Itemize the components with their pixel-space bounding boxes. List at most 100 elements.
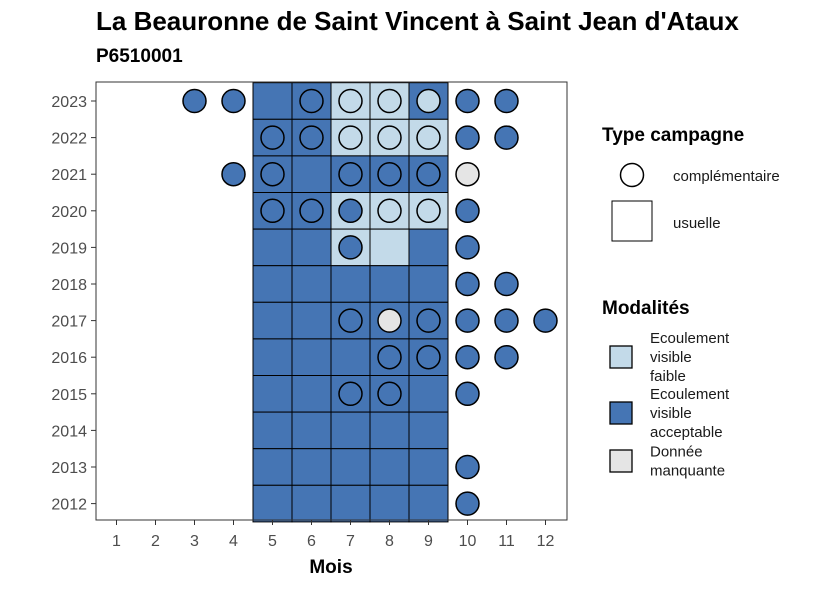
tile-usuelle-2019-5 xyxy=(252,228,293,267)
point-complementaire-2018-11 xyxy=(494,271,519,297)
point-complementaire-2022-6 xyxy=(299,125,324,150)
tile-usuelle-2015-5 xyxy=(252,375,293,413)
point-complementaire-2020-6 xyxy=(299,198,324,224)
tile-usuelle-2016-5 xyxy=(252,338,293,376)
point-complementaire-2023-3 xyxy=(182,88,207,114)
point-complementaire-2015-7 xyxy=(338,381,363,407)
point-complementaire-2022-7 xyxy=(338,125,363,150)
point-complementaire-2023-6 xyxy=(299,88,324,114)
point-complementaire-2021-8 xyxy=(377,161,402,187)
point-complementaire-2017-8 xyxy=(377,308,402,333)
tiles-layer xyxy=(252,82,449,523)
x-axis: 1 2 3 4 5 6 7 8 9 10 11 12 xyxy=(112,520,555,550)
point-complementaire-2016-10 xyxy=(455,344,480,370)
tile-usuelle-2014-9 xyxy=(408,411,449,450)
x-tick-label-6: 6 xyxy=(307,533,316,550)
x-tick-label-7: 7 xyxy=(346,533,355,550)
point-complementaire-2012-10 xyxy=(455,491,480,516)
point-complementaire-2023-9 xyxy=(416,88,441,114)
point-complementaire-2017-11 xyxy=(494,308,519,333)
y-tick-label-2018: 2018 xyxy=(51,277,87,294)
tile-usuelle-2013-5 xyxy=(252,448,293,486)
point-complementaire-2023-8 xyxy=(377,88,402,114)
chart-subtitle: P6510001 xyxy=(96,46,183,67)
tile-usuelle-2023-5 xyxy=(252,82,293,120)
x-axis-title: Mois xyxy=(309,557,352,578)
point-complementaire-2022-11 xyxy=(494,125,519,150)
tile-usuelle-2012-5 xyxy=(252,484,293,523)
legend-label-complementaire: complémentaire xyxy=(673,168,780,185)
point-complementaire-2020-7 xyxy=(338,198,363,224)
point-complementaire-2019-7 xyxy=(338,235,363,260)
legend-label-faible: Ecoulement visible faible xyxy=(650,330,730,385)
tile-usuelle-2012-8 xyxy=(369,484,410,523)
legend-label-usuelle: usuelle xyxy=(673,215,721,232)
tile-usuelle-2018-8 xyxy=(369,265,410,303)
x-tick-label-2: 2 xyxy=(151,533,160,550)
point-complementaire-2022-5 xyxy=(260,125,285,150)
point-complementaire-2021-4 xyxy=(221,161,246,187)
y-tick-label-2013: 2013 xyxy=(51,460,87,477)
point-complementaire-2016-8 xyxy=(377,344,402,370)
point-complementaire-2022-10 xyxy=(455,125,480,150)
x-tick-label-3: 3 xyxy=(190,533,199,550)
chart-title: La Beauronne de Saint Vincent à Saint Je… xyxy=(96,6,739,36)
y-tick-label-2022: 2022 xyxy=(51,131,87,148)
point-complementaire-2019-10 xyxy=(455,235,480,260)
x-tick-label-12: 12 xyxy=(537,533,555,550)
point-complementaire-2023-4 xyxy=(221,88,246,114)
y-tick-label-2019: 2019 xyxy=(51,240,87,257)
point-complementaire-2020-10 xyxy=(455,198,480,224)
tile-usuelle-2018-5 xyxy=(252,265,293,303)
tile-usuelle-2015-9 xyxy=(408,375,449,413)
x-tick-label-4: 4 xyxy=(229,533,238,550)
tile-usuelle-2017-5 xyxy=(252,301,293,340)
tile-usuelle-2015-6 xyxy=(291,375,332,413)
legend: Type campagne complémentaire usuelle Modali… xyxy=(602,125,780,480)
legend-key-faible xyxy=(609,345,633,369)
legend-label-manquante: Donnée manquante xyxy=(650,444,725,480)
legend-key-acceptable xyxy=(609,401,633,425)
legend-label-acceptable: Ecoulement visible acceptable xyxy=(650,386,730,441)
x-tick-label-5: 5 xyxy=(268,533,277,550)
tile-usuelle-2014-5 xyxy=(252,411,293,450)
tile-usuelle-2018-7 xyxy=(330,265,371,303)
legend-key-usuelle xyxy=(611,200,653,242)
y-tick-label-2012: 2012 xyxy=(51,497,87,514)
point-complementaire-2015-8 xyxy=(377,381,402,407)
point-complementaire-2017-10 xyxy=(455,308,480,333)
point-complementaire-2023-7 xyxy=(338,88,363,114)
point-complementaire-2023-11 xyxy=(494,88,519,114)
y-tick-label-2023: 2023 xyxy=(51,94,87,111)
tile-usuelle-2012-6 xyxy=(291,484,332,523)
point-complementaire-2017-7 xyxy=(338,308,363,333)
legend-title-modalites: Modalités xyxy=(602,298,690,319)
tile-usuelle-2017-6 xyxy=(291,301,332,340)
tile-usuelle-2013-8 xyxy=(369,448,410,486)
point-complementaire-2021-7 xyxy=(338,161,363,187)
point-complementaire-2016-11 xyxy=(494,344,519,370)
tile-usuelle-2018-9 xyxy=(408,265,449,303)
points-layer xyxy=(182,88,558,516)
tile-usuelle-2016-6 xyxy=(291,338,332,376)
tile-usuelle-2014-6 xyxy=(291,411,332,450)
tile-usuelle-2013-9 xyxy=(408,448,449,486)
tile-usuelle-2016-7 xyxy=(330,338,371,376)
panel-border xyxy=(95,81,568,521)
tile-usuelle-2021-6 xyxy=(291,155,332,193)
y-tick-label-2020: 2020 xyxy=(51,204,87,221)
point-complementaire-2021-10 xyxy=(455,161,480,187)
point-complementaire-2020-5 xyxy=(260,198,285,224)
tile-usuelle-2014-8 xyxy=(369,411,410,450)
y-tick-label-2016: 2016 xyxy=(51,350,87,367)
tile-usuelle-2019-9 xyxy=(408,228,449,267)
x-tick-label-9: 9 xyxy=(424,533,433,550)
tile-usuelle-2012-7 xyxy=(330,484,371,523)
y-tick-label-2015: 2015 xyxy=(51,387,87,404)
tile-usuelle-2014-7 xyxy=(330,411,371,450)
tile-usuelle-2013-6 xyxy=(291,448,332,486)
point-complementaire-2022-8 xyxy=(377,125,402,150)
point-complementaire-2015-10 xyxy=(455,381,480,407)
legend-title-type: Type campagne xyxy=(602,125,744,146)
